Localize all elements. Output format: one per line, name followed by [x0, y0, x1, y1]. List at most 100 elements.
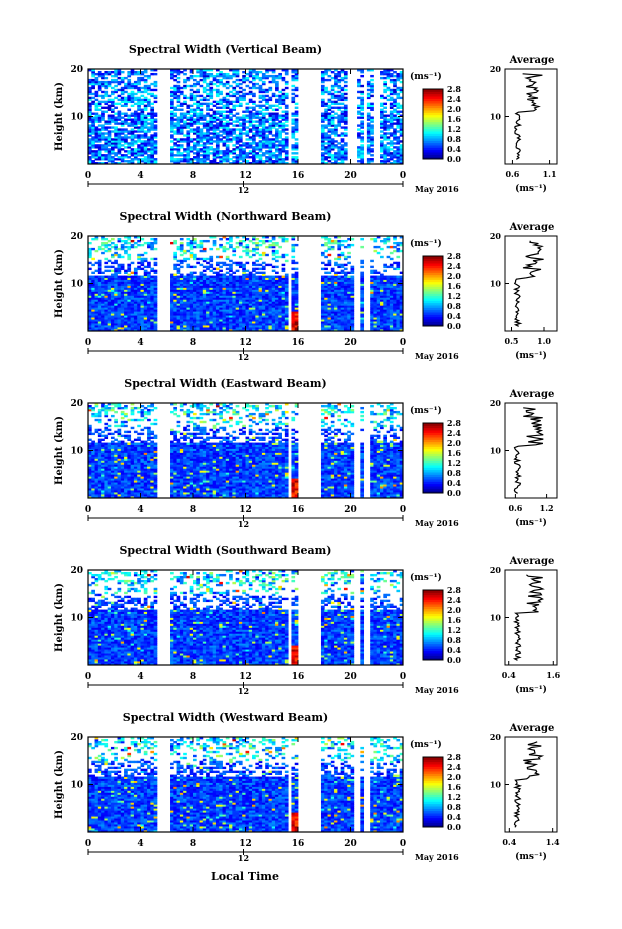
heatmap-cell	[396, 162, 401, 165]
heatmap-cell	[399, 130, 404, 133]
heatmap-cell	[107, 132, 112, 135]
heatmap-cell	[248, 80, 253, 84]
heatmap-cell	[238, 96, 243, 100]
heatmap-cell	[248, 74, 253, 78]
heatmap-cell	[225, 160, 230, 163]
heatmap-cell	[120, 130, 125, 133]
heatmap-cell	[117, 237, 122, 241]
heatmap-cell	[212, 112, 217, 115]
heatmap-cell	[94, 305, 99, 308]
heatmap-cell	[94, 283, 99, 286]
heatmap-cell	[229, 263, 233, 267]
heatmap-cell	[110, 245, 115, 249]
heatmap-cell	[183, 134, 187, 137]
heatmap-cell	[261, 72, 266, 76]
heatmap-cell	[91, 325, 95, 328]
heatmap-cell	[337, 271, 342, 275]
heatmap-cell	[389, 154, 394, 157]
heatmap-cell	[248, 70, 253, 74]
heatmap-cell	[176, 84, 181, 88]
heatmap-cell	[186, 118, 191, 121]
heatmap-cell	[294, 114, 299, 117]
heatmap-cell	[104, 257, 109, 261]
heatmap-cell	[320, 86, 325, 90]
heatmap-cell	[258, 110, 263, 113]
heatmap-cell	[212, 267, 217, 271]
colorbar-frame	[422, 88, 444, 160]
heatmap-cell	[343, 72, 348, 76]
heatmap-cell	[215, 247, 220, 251]
heatmap-cell	[366, 96, 371, 100]
heatmap-cell	[199, 74, 204, 78]
heatmap-cell	[284, 259, 289, 263]
heatmap-cell	[94, 128, 99, 131]
heatmap-cell	[170, 128, 174, 131]
heatmap-cell	[110, 297, 115, 300]
heatmap-cell	[294, 86, 299, 90]
heatmap-cell	[284, 116, 289, 119]
heatmap-cell	[91, 84, 95, 88]
heatmap-cell	[199, 249, 204, 253]
heatmap-cell	[281, 102, 286, 106]
heatmap-cell	[383, 136, 387, 139]
heatmap-cell	[150, 156, 155, 159]
heatmap-cell	[271, 74, 276, 78]
heatmap-cell	[114, 140, 118, 143]
heatmap-cell	[229, 94, 233, 98]
heatmap-cell	[261, 108, 266, 111]
heatmap-cell	[265, 69, 269, 72]
heatmap-cell	[252, 82, 256, 86]
heatmap-cell	[258, 78, 263, 82]
heatmap-cell	[334, 160, 338, 163]
heatmap-cell	[320, 275, 325, 278]
heatmap-cell	[107, 120, 112, 123]
heatmap-cell	[294, 142, 299, 145]
heatmap-cell	[199, 78, 204, 82]
heatmap-cell	[193, 253, 197, 257]
heatmap-cell	[261, 118, 266, 121]
heatmap-cell	[114, 78, 118, 82]
heatmap-cell	[357, 69, 361, 72]
heatmap-cell	[202, 247, 207, 251]
heatmap-cell	[107, 305, 112, 308]
heatmap-cell	[130, 154, 135, 157]
heatmap-cell	[147, 271, 151, 275]
heatmap-cell	[284, 86, 289, 90]
heatmap-cell	[389, 114, 394, 117]
heatmap-cell	[124, 245, 128, 249]
heatmap-cell	[232, 253, 237, 257]
heatmap-cell	[294, 130, 299, 133]
heatmap-cell	[143, 156, 148, 159]
heatmap-cell	[104, 295, 109, 298]
heatmap-cell	[137, 150, 141, 153]
heatmap-cell	[212, 132, 217, 135]
heatmap-cell	[324, 275, 328, 278]
heatmap-cell	[104, 138, 109, 141]
heatmap-cell	[150, 114, 155, 117]
heatmap-cell	[150, 122, 155, 125]
heatmap-cell	[147, 138, 151, 141]
heatmap-cell	[370, 106, 374, 109]
heatmap-cell	[91, 321, 95, 324]
heatmap-cell	[107, 136, 112, 139]
heatmap-cell	[393, 130, 397, 133]
heatmap-cell	[173, 130, 177, 133]
heatmap-cell	[320, 251, 325, 255]
heatmap-cell	[399, 76, 404, 80]
heatmap-cell	[147, 100, 151, 104]
heatmap-cell	[324, 118, 328, 121]
heatmap-cell	[88, 118, 92, 121]
heatmap-cell	[396, 122, 401, 125]
heatmap-cell	[206, 74, 210, 78]
heatmap-cell	[330, 146, 335, 149]
heatmap-cell	[238, 124, 243, 127]
heatmap-cell	[193, 158, 197, 161]
heatmap-cell	[104, 72, 109, 76]
heatmap-cell	[245, 269, 250, 273]
heatmap-cell	[176, 76, 181, 80]
heatmap-cell	[275, 128, 279, 131]
x-tick-label: 20	[344, 171, 357, 181]
heatmap-cell	[268, 154, 273, 157]
heatmap-cell	[147, 92, 151, 96]
heatmap-cell	[170, 72, 174, 76]
